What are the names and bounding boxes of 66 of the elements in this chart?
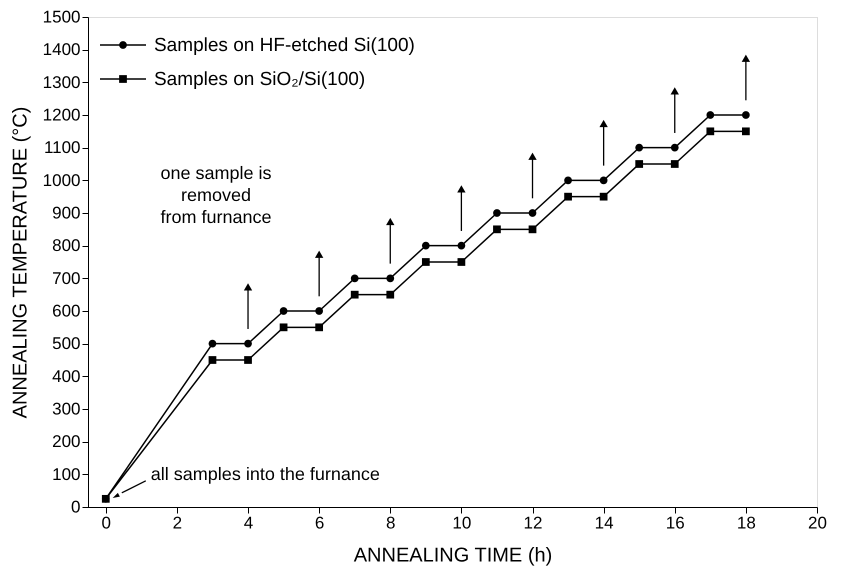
point (244, 356, 252, 364)
x-tick-label: 16 (666, 514, 685, 532)
point (670, 144, 679, 152)
point (635, 160, 644, 168)
annotation: one sample is removed from furnance (160, 163, 272, 227)
x-tick-label: 20 (808, 514, 827, 532)
y-tick-label: 700 (52, 268, 80, 288)
x-tick-label: 14 (594, 514, 614, 532)
x-tick-label: 10 (452, 514, 472, 532)
point (315, 307, 324, 315)
y-tick-label: 1300 (42, 72, 80, 92)
point (280, 323, 288, 332)
point (208, 356, 216, 364)
y-tick-label: 1000 (42, 170, 80, 190)
point (244, 340, 252, 348)
point (458, 258, 466, 266)
point (600, 192, 608, 201)
point (350, 290, 359, 299)
point (422, 258, 430, 266)
point (350, 274, 359, 282)
point (742, 111, 750, 119)
point (528, 209, 536, 217)
y-tick-label: 900 (52, 204, 80, 222)
y-axis-title: ANNEALING TEMPERATURE (°C) (10, 106, 32, 418)
y-tick-label: 100 (52, 464, 80, 484)
x-tick-label: 4 (244, 514, 254, 532)
point (493, 225, 501, 234)
point (742, 127, 750, 136)
point (528, 225, 536, 234)
x-tick-label: 18 (736, 514, 756, 532)
y-tick-label: 300 (52, 400, 80, 418)
x-axis-title: ANNEALING TIME (h) (354, 544, 552, 566)
x-tick-label: 6 (314, 514, 324, 532)
y-tick-label: 1400 (42, 40, 80, 60)
point (564, 176, 572, 184)
y-tick-label: 600 (52, 302, 80, 320)
point (315, 323, 324, 332)
point (208, 340, 216, 348)
x-tick-label: 0 (102, 514, 112, 532)
y-tick-label: 0 (71, 498, 80, 516)
point (386, 290, 394, 299)
point (635, 144, 644, 152)
point (600, 176, 608, 184)
legend-label: Samples on HF-etched Si(100) (154, 35, 415, 56)
x-tick-label: 8 (386, 514, 396, 532)
y-tick-label: 1500 (42, 8, 80, 26)
x-tick-label: 12 (524, 514, 542, 532)
point (493, 209, 501, 217)
point (564, 192, 572, 201)
y-tick-label: 200 (52, 432, 80, 452)
point (458, 242, 466, 250)
y-tick-label: 400 (52, 366, 80, 386)
x-tick-label: 2 (172, 514, 182, 532)
point (422, 242, 430, 250)
annotation: all samples into the furnance (150, 464, 380, 484)
point (670, 160, 679, 168)
point (706, 111, 714, 119)
point (386, 274, 394, 282)
y-tick-label: 800 (52, 236, 80, 256)
y-tick-label: 500 (52, 334, 80, 354)
y-tick-label: 1200 (42, 106, 80, 124)
y-tick-label: 1100 (44, 138, 80, 158)
point (102, 494, 110, 503)
point (280, 307, 288, 315)
point (706, 127, 714, 136)
legend-label: Samples on SiO₂/Si(100) (154, 69, 366, 90)
